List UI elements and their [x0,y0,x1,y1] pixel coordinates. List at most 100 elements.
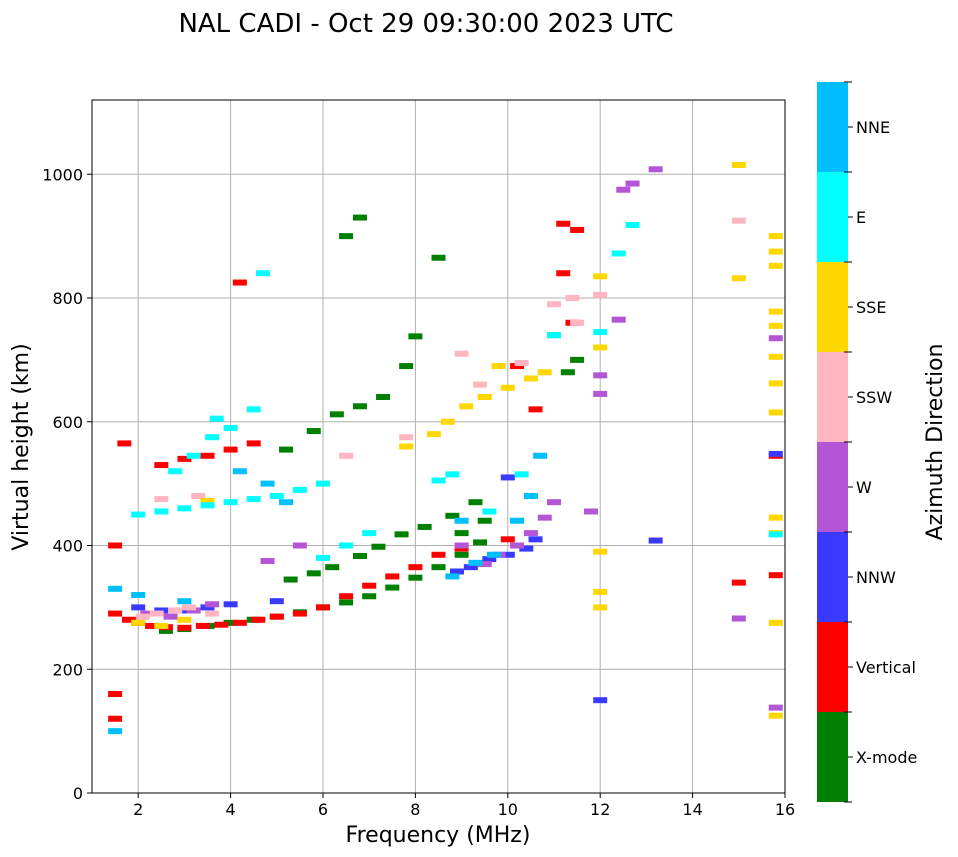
x-axis-ticks: 2 4 6 8 10 12 14 16 [133,793,795,819]
data-point-nne [533,452,548,459]
data-point-e [131,511,146,518]
data-point-w [186,607,201,614]
data-point-ssw [570,319,585,326]
data-point-ssw [182,604,197,611]
data-point-x-mode [399,363,414,370]
data-point-vertical [731,579,746,586]
data-point-sse [459,403,474,410]
data-point-e [246,496,261,503]
colorbar-swatch-w [817,442,848,532]
data-point-nne [260,480,275,487]
data-point-sse [491,363,506,370]
data-point-x-mode [362,593,377,600]
data-point-x-mode [394,531,409,538]
data-point-vertical [117,440,132,447]
y-tick-label: 400 [52,537,83,556]
data-point-vertical [232,619,247,626]
data-point-nnw [528,536,543,543]
x-tick-label: 2 [133,800,143,819]
data-point-nnw [593,697,608,704]
data-point-ssw [339,452,354,459]
data-point-nnw [482,556,497,563]
data-point-ssw [399,434,414,441]
data-point-sse [440,418,455,425]
data-point-w [523,530,538,537]
data-point-e [200,502,215,509]
data-point-sse [500,384,515,391]
data-point-vertical [556,270,571,277]
series-nnw [131,450,783,704]
data-point-x-mode [408,574,423,581]
data-point-e [154,508,169,515]
data-point-vertical [556,220,571,227]
data-point-e [205,434,220,441]
data-point-vertical [339,593,354,600]
data-point-nne [232,468,247,475]
plot-frame [91,99,786,794]
data-point-x-mode [477,517,492,524]
data-point-sse [731,275,746,282]
data-point-x-mode [468,499,483,506]
data-point-sse [768,514,783,521]
data-point-nne [445,573,460,580]
data-point-w [292,542,307,549]
colorbar-swatch-ssw [817,352,848,442]
data-point-vertical [251,616,266,623]
data-point-w [537,514,552,521]
data-point-x-mode [279,446,294,453]
data-point-sse [593,604,608,611]
data-point-x-mode [223,619,238,626]
series-e [131,221,783,561]
colorbar-swatch-nnw [817,532,848,622]
series-nne [108,452,548,735]
data-point-e [177,505,192,512]
data-point-vertical [528,406,543,413]
x-tick-label: 4 [226,800,236,819]
data-point-w [140,610,155,617]
data-point-sse [768,380,783,387]
data-point-sse [768,308,783,315]
data-point-w [768,335,783,342]
data-point-e [168,468,183,475]
data-point-nnw [500,551,515,558]
data-point-w [163,613,178,620]
data-point-vertical [768,572,783,579]
data-point-sse [593,344,608,351]
colorbar-tick-label: X-mode [856,748,917,767]
data-point-x-mode [445,512,460,519]
colorbar-tick-label: Vertical [856,658,916,677]
data-point-nne [454,517,469,524]
x-axis-label: Frequency (MHz) [346,823,531,848]
data-point-vertical [570,226,585,233]
data-point-nnw [154,607,169,614]
data-point-vertical [200,452,215,459]
data-point-ssw [168,607,183,614]
data-point-vertical [214,621,229,628]
data-point-w [510,542,525,549]
data-point-sse [768,353,783,360]
series-w [140,166,783,711]
data-point-nne [108,585,123,592]
data-point-ssw [731,217,746,224]
data-point-x-mode [339,233,354,240]
data-point-x-mode [325,564,340,571]
data-point-sse [200,497,215,504]
data-point-vertical [177,624,192,631]
x-tick-label: 14 [682,800,702,819]
data-point-vertical [385,573,400,580]
data-point-x-mode [431,564,446,571]
data-point-nne [108,728,123,735]
data-point-ssw [191,493,206,499]
data-point-ssw [473,381,488,388]
data-point-x-mode [408,333,423,340]
data-point-x-mode [473,539,488,546]
data-point-vertical [408,564,423,571]
data-point-e [316,480,330,487]
data-point-w [477,561,492,568]
data-point-x-mode [339,599,354,606]
colorbar: X-mode Vertical NNW W SSW SSE E NNE [817,81,917,803]
data-point-x-mode [371,543,386,550]
data-point-e [362,530,377,537]
data-point-x-mode [329,411,344,418]
